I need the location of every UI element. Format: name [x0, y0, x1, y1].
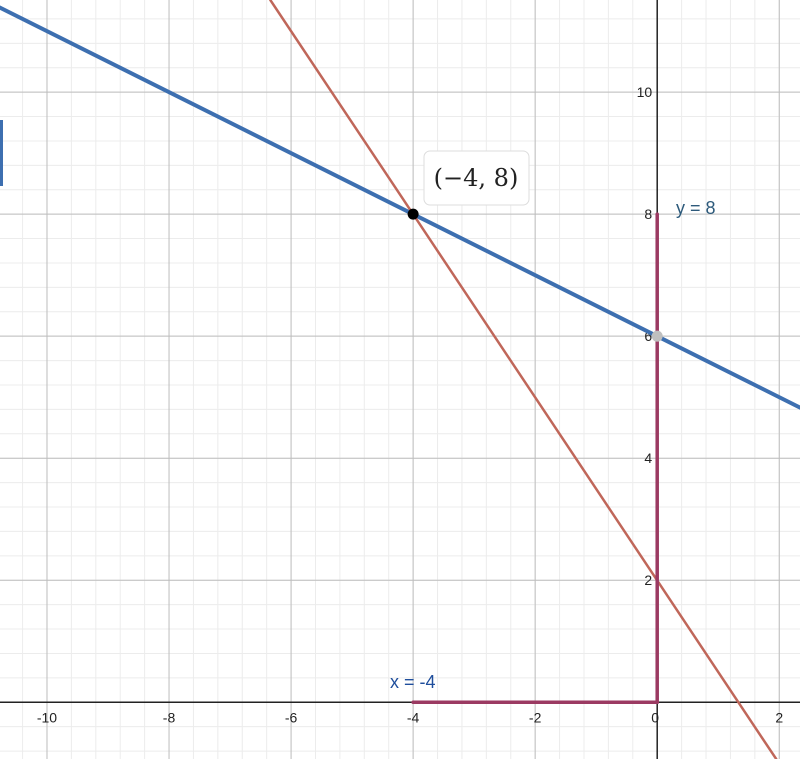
side-tab	[0, 120, 3, 186]
y-tick-label: 6	[644, 328, 652, 344]
point	[651, 330, 663, 342]
graph-line	[269, 0, 778, 759]
x-tick-label: -8	[163, 709, 176, 725]
x-tick-label: 0	[651, 709, 659, 725]
y-tick-label: 4	[644, 450, 652, 466]
point-label-box	[423, 150, 530, 206]
y-tick-label: 8	[644, 206, 652, 222]
y-tick-label: 2	[644, 572, 652, 588]
segment-label: y = 8	[676, 198, 716, 218]
x-tick-label: -10	[37, 709, 57, 725]
x-tick-label: -2	[529, 709, 542, 725]
x-tick-label: 2	[775, 709, 783, 725]
graph-line	[0, 5, 800, 410]
y-tick-label: 10	[637, 84, 653, 100]
segment-label: x = -4	[390, 672, 436, 692]
x-tick-label: -6	[285, 709, 298, 725]
x-tick-label: -4	[407, 709, 420, 725]
point	[407, 208, 419, 220]
point-label: (−4, 8)	[434, 164, 519, 192]
